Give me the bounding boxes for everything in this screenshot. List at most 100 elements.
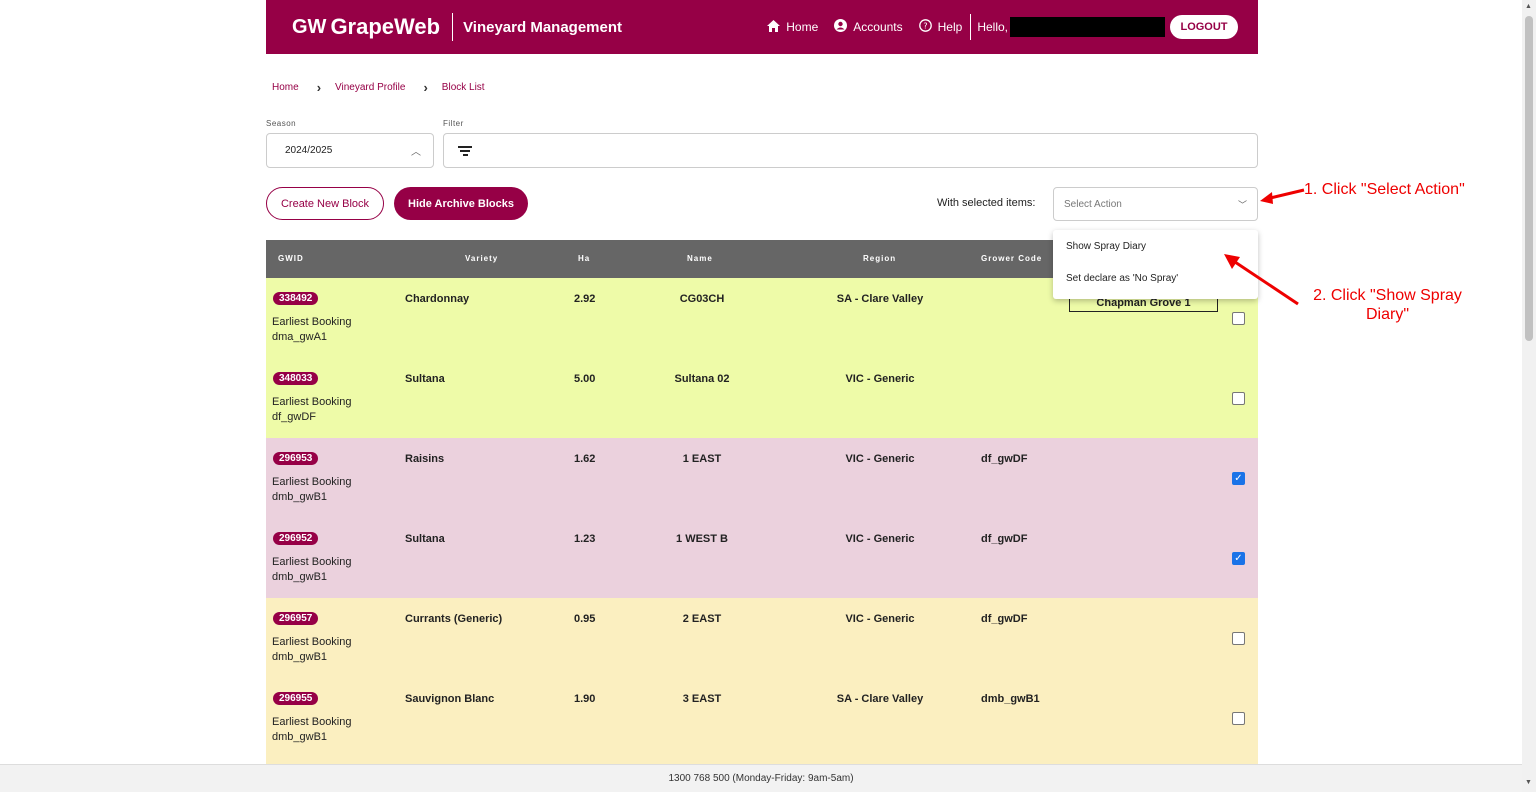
booking-label: Earliest Booking bbox=[272, 716, 352, 728]
filter-label: Filter bbox=[443, 119, 464, 128]
col-name[interactable]: Name bbox=[687, 254, 713, 263]
account-icon bbox=[834, 19, 848, 35]
row-checkbox[interactable] bbox=[1232, 712, 1245, 725]
gwid-badge[interactable]: 296955 bbox=[273, 692, 319, 705]
cell-name: 3 EAST bbox=[682, 693, 722, 705]
select-action-menu: Show Spray Diary Set declare as 'No Spra… bbox=[1053, 230, 1258, 299]
nav-home[interactable]: Home bbox=[767, 19, 819, 35]
season-select[interactable]: 2024/2025 ︿ bbox=[266, 133, 434, 168]
breadcrumb-home[interactable]: Home bbox=[272, 82, 299, 93]
cell-region: VIC - Generic bbox=[845, 373, 915, 385]
nav-home-label: Home bbox=[786, 20, 819, 34]
chevron-right-icon: › bbox=[316, 80, 322, 95]
nav-help-label: Help bbox=[937, 20, 963, 34]
table-row[interactable]: 296952 Earliest Booking dmb_gwB1 Sultana 1.2… bbox=[266, 518, 1258, 598]
earliest-booking: Earliest Booking df_gwDF bbox=[272, 395, 352, 425]
table-row[interactable]: 296953 Earliest Booking dmb_gwB1 Raisins 1.6… bbox=[266, 438, 1258, 518]
row-checkbox[interactable]: ✓ bbox=[1232, 472, 1245, 485]
app-header: GW GrapeWeb Vineyard Management Home Acc… bbox=[266, 0, 1258, 54]
with-selected-label: With selected items: bbox=[937, 197, 1036, 209]
gwid-badge[interactable]: 296952 bbox=[273, 532, 319, 545]
breadcrumb-vineyard-profile[interactable]: Vineyard Profile bbox=[335, 82, 406, 93]
col-variety[interactable]: Variety bbox=[465, 254, 499, 263]
help-icon: ? bbox=[918, 19, 932, 35]
scroll-up-icon[interactable]: ▲ bbox=[1525, 3, 1532, 10]
option-show-spray-diary[interactable]: Show Spray Diary bbox=[1066, 241, 1147, 252]
season-value: 2024/2025 bbox=[285, 145, 333, 156]
gwid-badge[interactable]: 296957 bbox=[273, 612, 319, 625]
logo[interactable]: GW GrapeWeb bbox=[292, 14, 440, 40]
cell-ha: 0.95 bbox=[574, 613, 596, 625]
row-checkbox[interactable]: ✓ bbox=[1232, 552, 1245, 565]
nav-accounts[interactable]: Accounts bbox=[834, 19, 903, 35]
hide-archive-blocks-button[interactable]: Hide Archive Blocks bbox=[394, 187, 528, 220]
cell-grower-code: df_gwDF bbox=[981, 613, 1028, 625]
nav-divider bbox=[970, 14, 972, 40]
earliest-booking: Earliest Booking dmb_gwB1 bbox=[272, 555, 352, 585]
annotation-step-1: 1. Click "Select Action" bbox=[1304, 181, 1465, 198]
chevron-down-icon: ﹀ bbox=[1237, 200, 1247, 210]
cell-grower-code: dmb_gwB1 bbox=[981, 693, 1040, 705]
breadcrumb-block-list: Block List bbox=[441, 82, 485, 93]
chevron-up-icon: ︿ bbox=[411, 147, 421, 158]
gwid-badge[interactable]: 338492 bbox=[273, 292, 319, 305]
chevron-right-icon: › bbox=[423, 80, 428, 95]
select-action-dropdown[interactable]: Select Action ﹀ bbox=[1053, 187, 1258, 221]
cell-ha: 1.62 bbox=[574, 453, 596, 465]
svg-text:?: ? bbox=[923, 22, 927, 31]
earliest-booking: Earliest Booking dmb_gwB1 bbox=[272, 715, 352, 745]
table-row[interactable]: 296955 Earliest Booking dmb_gwB1 Sauvignon … bbox=[266, 678, 1258, 758]
cell-variety: Chardonnay bbox=[405, 293, 470, 305]
filter-input[interactable] bbox=[443, 133, 1258, 168]
cell-ha: 5.00 bbox=[574, 373, 596, 385]
cell-region: VIC - Generic bbox=[845, 453, 915, 465]
earliest-booking: Earliest Booking dmb_gwB1 bbox=[272, 635, 352, 665]
booking-label: Earliest Booking bbox=[272, 316, 352, 328]
cell-grower-code: df_gwDF bbox=[981, 533, 1028, 545]
cell-name: Sultana 02 bbox=[674, 373, 730, 385]
cell-region: SA - Clare Valley bbox=[836, 693, 924, 705]
logo-mark: GW bbox=[292, 15, 327, 38]
vertical-scrollbar[interactable]: ▲ ▼ bbox=[1522, 0, 1536, 792]
col-grower-code[interactable]: Grower Code bbox=[981, 254, 1043, 263]
gwid-badge[interactable]: 348033 bbox=[273, 372, 319, 385]
gwid-badge[interactable]: 296953 bbox=[273, 452, 319, 465]
booking-label: Earliest Booking bbox=[272, 476, 352, 488]
row-checkbox[interactable] bbox=[1232, 632, 1245, 645]
booking-code: df_gwDF bbox=[272, 411, 317, 423]
cell-name: CG03CH bbox=[679, 293, 725, 305]
redacted-username bbox=[1010, 17, 1165, 37]
table-row[interactable] bbox=[266, 758, 1258, 768]
select-action-placeholder: Select Action bbox=[1064, 198, 1122, 210]
create-new-block-button[interactable]: Create New Block bbox=[266, 187, 384, 220]
table-row[interactable]: 348033 Earliest Booking df_gwDF Sultana 5.00… bbox=[266, 358, 1258, 438]
option-set-no-spray[interactable]: Set declare as 'No Spray' bbox=[1066, 273, 1179, 284]
annotation-step-2: 2. Click "Show Spray Diary" bbox=[1313, 287, 1462, 323]
breadcrumb: Home › Vineyard Profile › Block List bbox=[272, 80, 485, 95]
col-gwid[interactable]: GWID bbox=[278, 254, 304, 263]
logout-button[interactable]: LOGOUT bbox=[1170, 15, 1238, 39]
cell-variety: Currants (Generic) bbox=[405, 613, 503, 625]
booking-code: dmb_gwB1 bbox=[272, 731, 328, 743]
nav-help[interactable]: ? Help bbox=[918, 19, 963, 35]
col-region[interactable]: Region bbox=[863, 254, 897, 263]
cell-region: VIC - Generic bbox=[845, 533, 915, 545]
col-ha[interactable]: Ha bbox=[578, 254, 591, 263]
footer: 1300 768 500 (Monday-Friday: 9am-5am) bbox=[0, 764, 1522, 792]
earliest-booking: Earliest Booking dma_gwA1 bbox=[272, 315, 352, 345]
row-checkbox[interactable] bbox=[1232, 312, 1245, 325]
filter-icon[interactable] bbox=[458, 146, 472, 156]
header-divider bbox=[452, 13, 454, 41]
cell-variety: Raisins bbox=[405, 453, 445, 465]
logo-text: GrapeWeb bbox=[330, 14, 441, 39]
cell-name: 1 EAST bbox=[682, 453, 722, 465]
row-checkbox[interactable] bbox=[1232, 392, 1245, 405]
cell-ha: 2.92 bbox=[574, 293, 596, 305]
table-row[interactable]: 296957 Earliest Booking dmb_gwB1 Currants (… bbox=[266, 598, 1258, 678]
scroll-thumb[interactable] bbox=[1525, 16, 1533, 341]
cell-region: SA - Clare Valley bbox=[836, 293, 924, 305]
annotation-arrow-2 bbox=[1224, 254, 1299, 306]
scroll-down-icon[interactable]: ▼ bbox=[1525, 779, 1532, 786]
cell-name: 2 EAST bbox=[682, 613, 722, 625]
